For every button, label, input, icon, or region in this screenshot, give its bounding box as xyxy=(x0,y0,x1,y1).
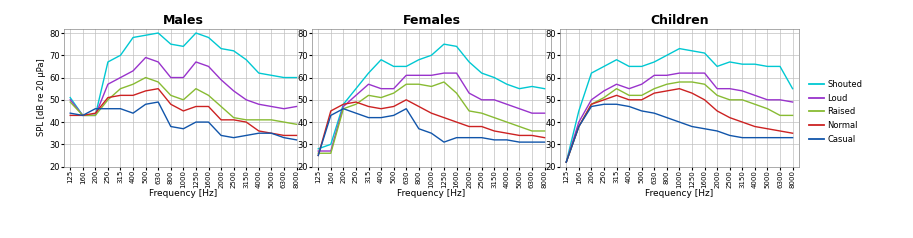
Title: Children: Children xyxy=(650,14,708,27)
Title: Females: Females xyxy=(403,14,460,27)
Y-axis label: SPL [dB re 20 µPa]: SPL [dB re 20 µPa] xyxy=(37,59,47,136)
X-axis label: Frequency [Hz]: Frequency [Hz] xyxy=(149,189,217,198)
X-axis label: Frequency [Hz]: Frequency [Hz] xyxy=(645,189,714,198)
X-axis label: Frequency [Hz]: Frequency [Hz] xyxy=(397,189,466,198)
Legend: Shouted, Loud, Raised, Normal, Casual: Shouted, Loud, Raised, Normal, Casual xyxy=(806,77,866,147)
Title: Males: Males xyxy=(163,14,204,27)
